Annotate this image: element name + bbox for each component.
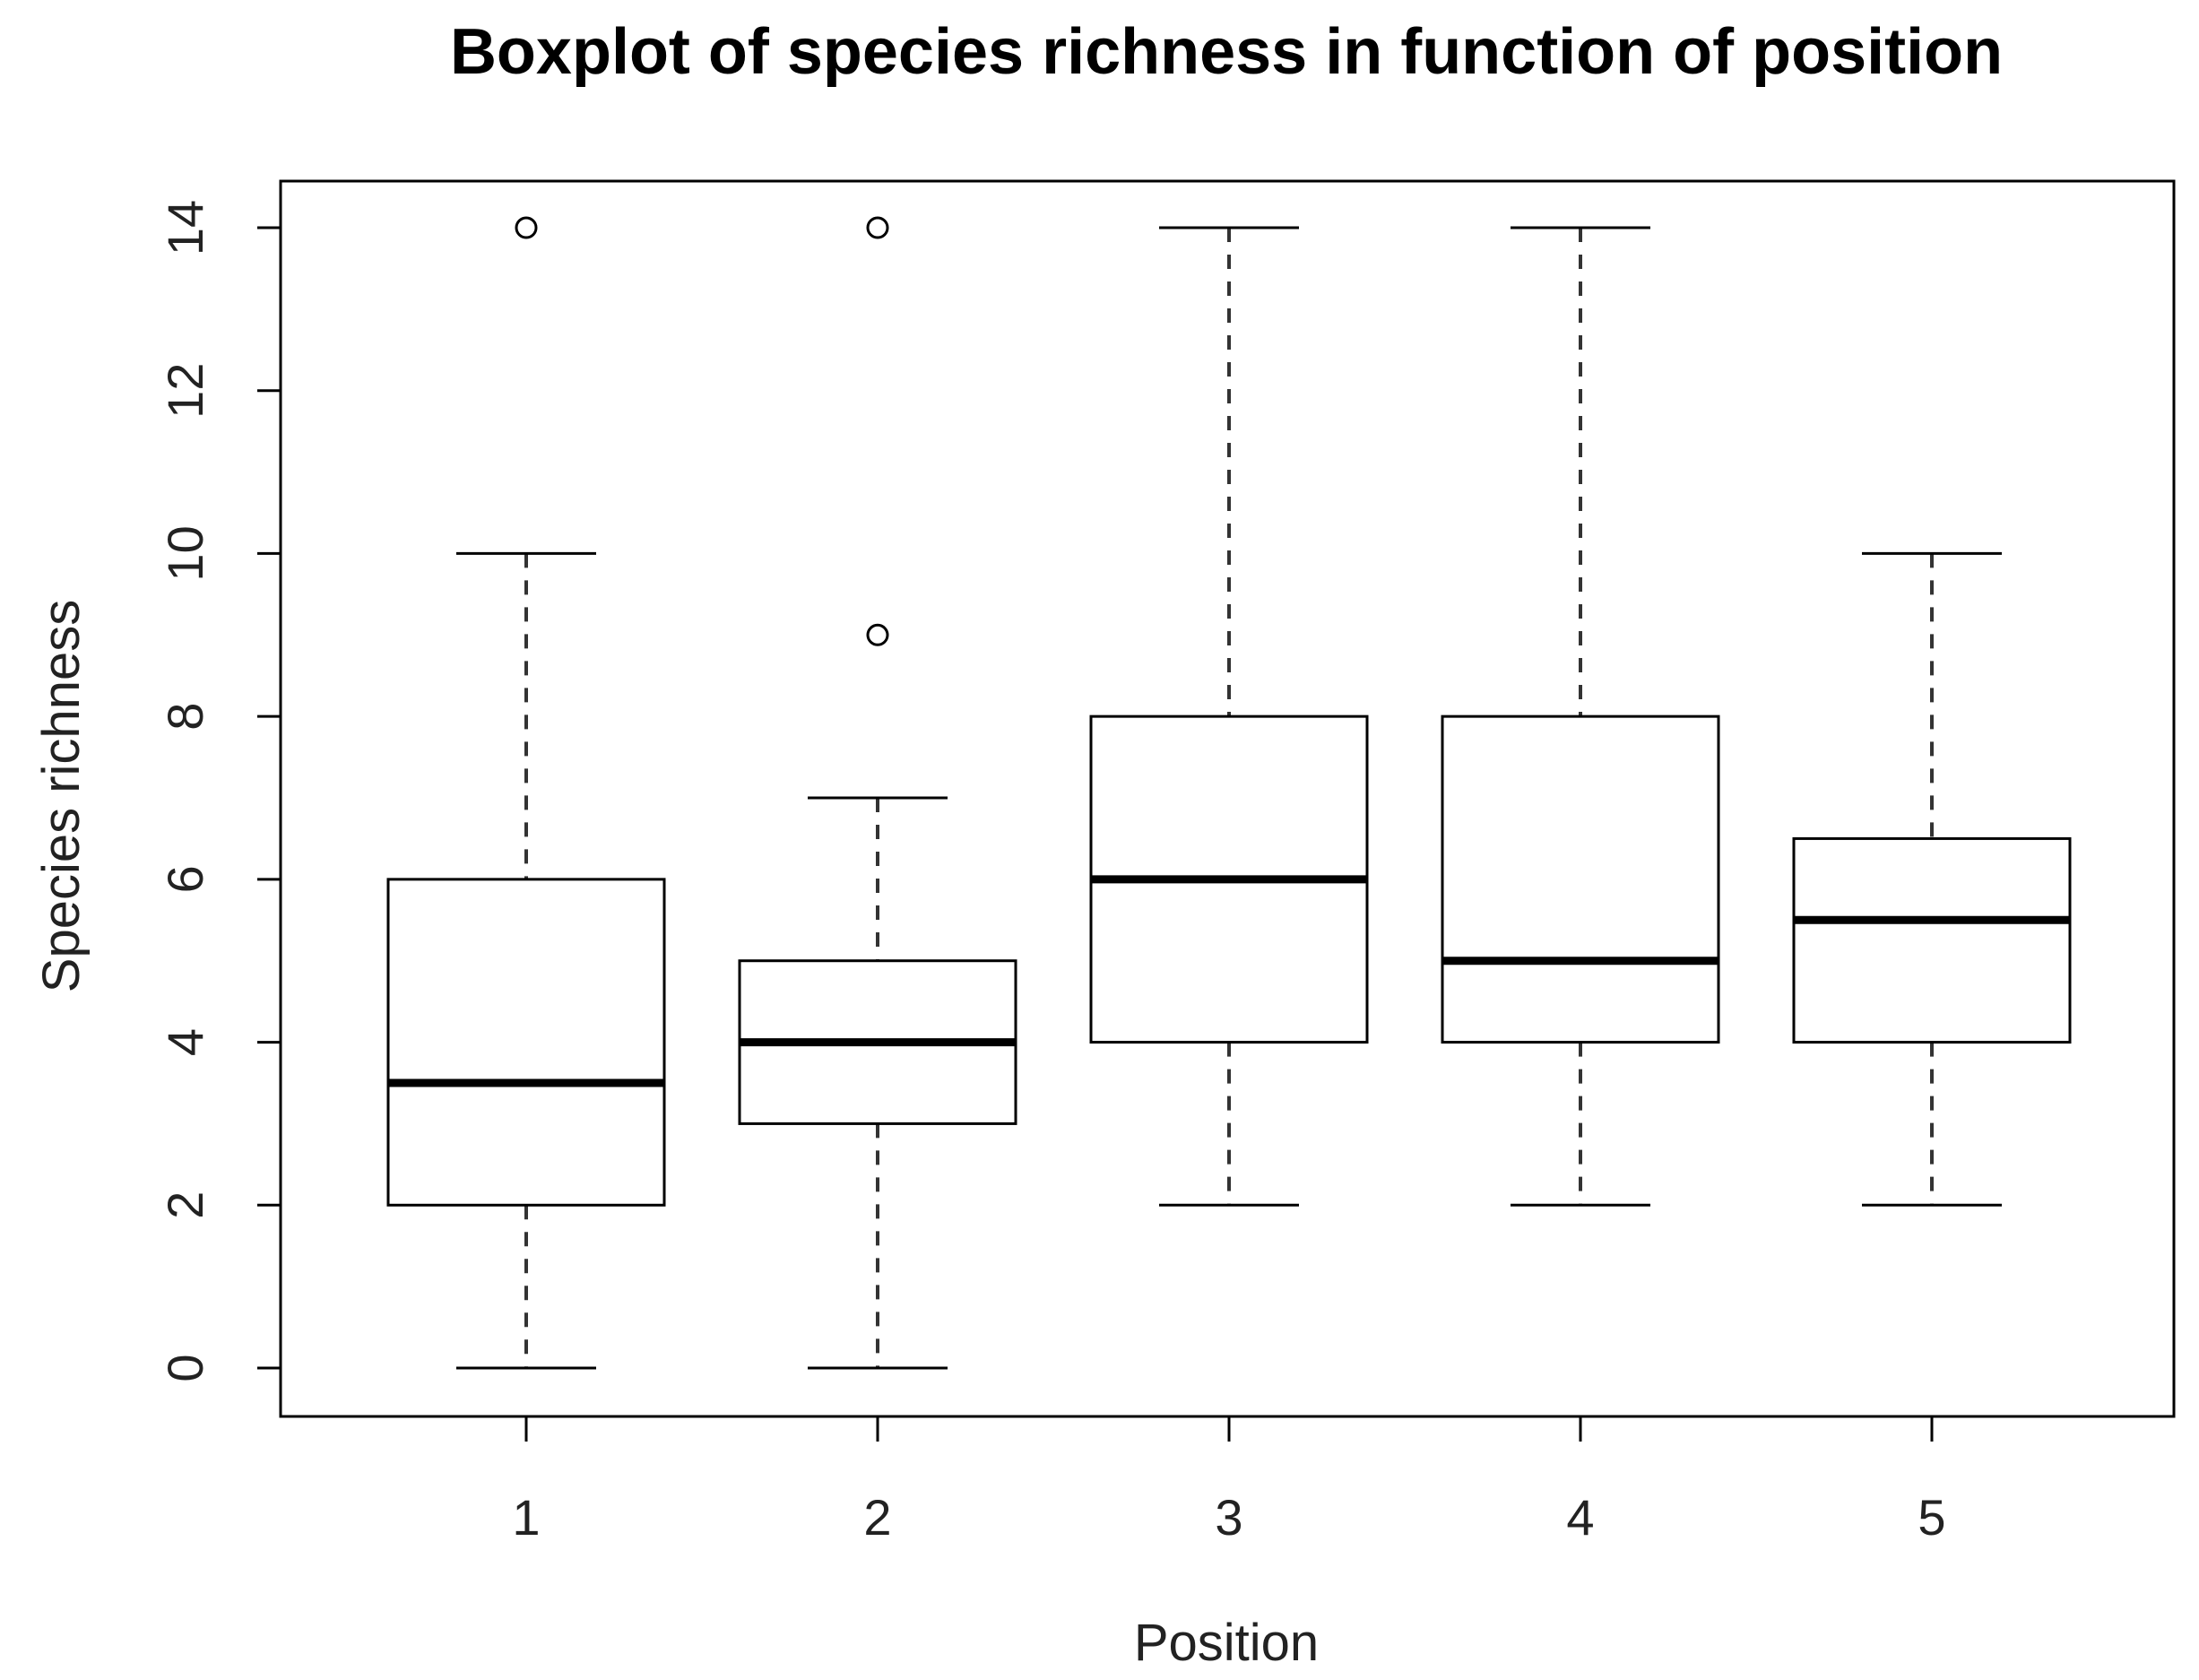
box-iqr bbox=[1441, 714, 1720, 1044]
outlier-point bbox=[866, 216, 889, 239]
box-group-2 bbox=[738, 216, 1017, 1370]
y-axis-label: Species richness bbox=[32, 600, 91, 992]
box-iqr bbox=[386, 878, 666, 1207]
x-tick-label: 1 bbox=[512, 1489, 540, 1546]
x-axis: 1 2 3 4 5 bbox=[512, 1415, 1946, 1546]
x-tick-label: 3 bbox=[1215, 1489, 1242, 1546]
y-tick-label: 14 bbox=[157, 200, 213, 255]
box-group-5 bbox=[1792, 551, 2072, 1207]
x-tick-label: 2 bbox=[863, 1489, 891, 1546]
y-tick-label: 8 bbox=[157, 703, 213, 731]
y-tick-label: 10 bbox=[157, 525, 213, 581]
box-group-1 bbox=[386, 216, 666, 1370]
outlier-point bbox=[515, 216, 538, 239]
box-group-4 bbox=[1441, 226, 1720, 1207]
outlier-point bbox=[866, 623, 889, 646]
chart-title: Boxplot of species richness in function … bbox=[450, 16, 2003, 88]
y-tick-label: 0 bbox=[157, 1354, 213, 1381]
boxes bbox=[386, 216, 2072, 1370]
y-tick-label: 6 bbox=[157, 865, 213, 893]
x-tick-label: 5 bbox=[1918, 1489, 1945, 1546]
x-axis-label: Position bbox=[1134, 1614, 1319, 1672]
y-tick-label: 4 bbox=[157, 1028, 213, 1056]
box-group-3 bbox=[1089, 226, 1369, 1207]
y-tick-label: 2 bbox=[157, 1191, 213, 1219]
x-tick-label: 4 bbox=[1566, 1489, 1594, 1546]
y-tick-label: 12 bbox=[157, 363, 213, 419]
y-axis: 0 2 4 6 8 10 12 14 bbox=[157, 200, 282, 1382]
box-iqr bbox=[1792, 836, 2072, 1044]
